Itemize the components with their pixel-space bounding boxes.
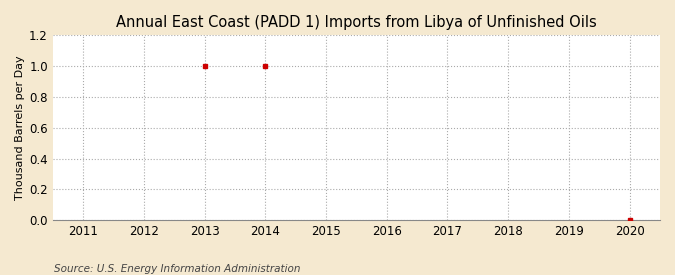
Text: Source: U.S. Energy Information Administration: Source: U.S. Energy Information Administ… [54,264,300,274]
Y-axis label: Thousand Barrels per Day: Thousand Barrels per Day [15,56,25,200]
Title: Annual East Coast (PADD 1) Imports from Libya of Unfinished Oils: Annual East Coast (PADD 1) Imports from … [116,15,597,30]
